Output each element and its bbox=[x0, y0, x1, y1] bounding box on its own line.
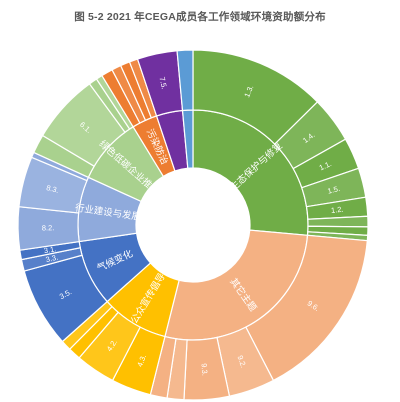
subcategory-label: 8.2. bbox=[42, 223, 55, 232]
subcategory-label: 7.5. bbox=[158, 76, 169, 90]
center-hole bbox=[136, 168, 250, 282]
subcategory-label: 9.3. bbox=[199, 363, 209, 376]
subcategory-label: 1.3. bbox=[242, 84, 255, 99]
subcategory-label: 9.2. bbox=[236, 354, 249, 369]
chart-title: 图 5-2 2021 年CEGA成员各工作领域环境资助额分布 bbox=[74, 11, 326, 23]
subcategory-label: 3.1. bbox=[43, 244, 57, 255]
subcategory-label: 1.2. bbox=[331, 205, 344, 215]
subcategory-segment bbox=[176, 49, 194, 112]
subcategory-label: 3.3. bbox=[45, 253, 59, 265]
subcategory-label: 8.3. bbox=[45, 183, 59, 195]
subcategory-label: 4.3. bbox=[135, 353, 148, 368]
subcategory-label: 1.5. bbox=[327, 184, 341, 196]
